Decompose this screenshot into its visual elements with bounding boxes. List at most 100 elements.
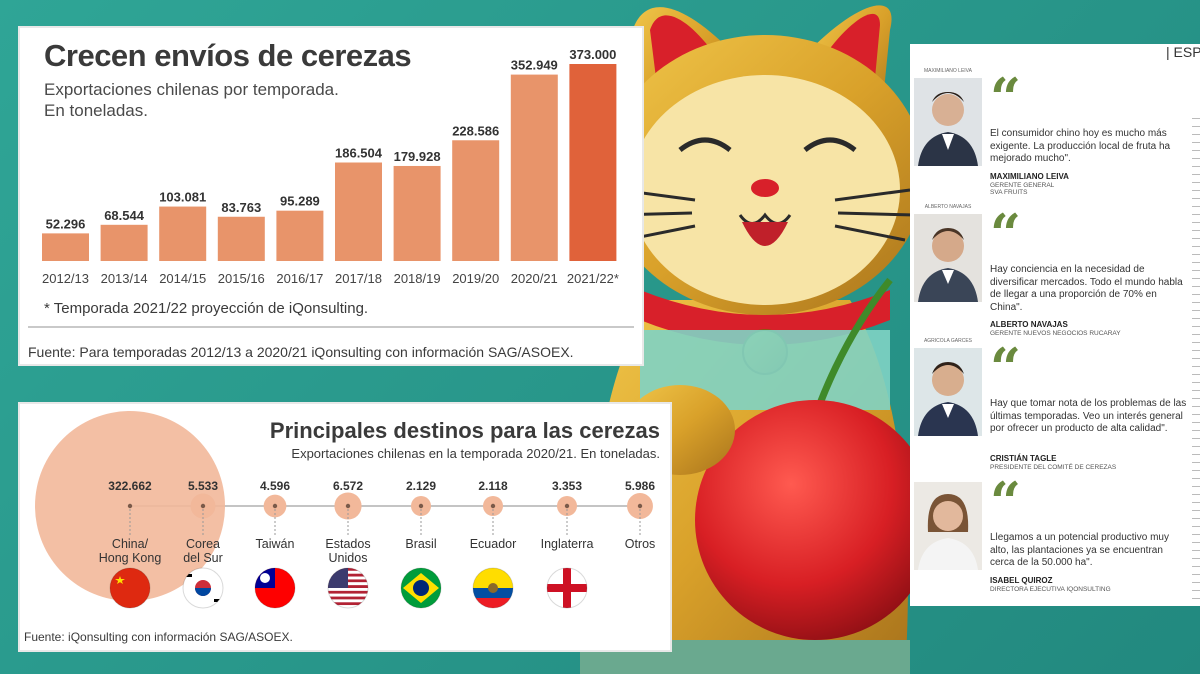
england-flag-icon [547, 568, 587, 608]
x-tick-label: 2019/20 [452, 271, 499, 286]
bar [452, 140, 500, 261]
quote-text: Hay que tomar nota de los problemas de l… [990, 398, 1187, 434]
flag-outline [327, 567, 369, 609]
adjacent-column-text [1192, 118, 1200, 606]
person-name: ISABEL QUIROZ [990, 576, 1053, 585]
destination-marker [272, 503, 278, 509]
destination-value: 2.129 [406, 479, 436, 493]
photo-credit: MAXIMILIANO LEIVA [924, 68, 972, 74]
destination-label: Brasil [405, 537, 436, 551]
ecuador-flag-icon [473, 568, 513, 608]
destination-label: China/ [112, 537, 149, 551]
bar [276, 210, 324, 261]
destination-label: Corea [186, 537, 220, 551]
x-tick-label: 2012/13 [42, 271, 89, 286]
bar [100, 224, 148, 261]
destination-marker [127, 503, 133, 509]
bar-value-label: 83.763 [221, 200, 261, 215]
x-tick-label: 2020/21 [511, 271, 558, 286]
flag-outline [400, 567, 442, 609]
destination-marker [564, 503, 570, 509]
bar-value-label: 373.000 [569, 47, 616, 62]
chart-unit: En toneladas. [44, 101, 148, 120]
destination-value: 322.662 [108, 479, 152, 493]
bar-chart-svg: 52.296 2012/13 68.544 2013/14 103.081 2014/15… [42, 47, 619, 286]
destination-label: Taiwán [256, 537, 295, 551]
x-tick-label: 2015/16 [218, 271, 265, 286]
destination-marker [345, 503, 351, 509]
destination-label: Inglaterra [541, 537, 594, 551]
bar [393, 165, 441, 261]
bar [569, 64, 617, 261]
portrait-photo [914, 348, 982, 436]
destination-value: 5.986 [625, 479, 655, 493]
bar [159, 206, 207, 261]
destinations-subtitle: Exportaciones chilenas en la temporada 2… [291, 446, 660, 461]
quote-mark-icon: “ [990, 470, 1022, 534]
destination-label: Ecuador [470, 537, 517, 551]
portrait-photo [914, 482, 982, 570]
person-company: SVA FRUITS [990, 189, 1028, 196]
destination-label: Otros [625, 537, 656, 551]
photo-credit: ALBERTO NAVAJAS [924, 204, 972, 210]
person-role: GERENTE GENERAL [990, 182, 1055, 189]
person-role: DIRECTORA EJECUTIVA IQONSULTING [990, 586, 1111, 593]
bar [217, 216, 265, 261]
divider [28, 326, 634, 328]
lucky-cat-illustration [580, 5, 930, 674]
x-tick-label: 2016/17 [276, 271, 323, 286]
bar-value-label: 52.296 [46, 216, 86, 231]
destination-label: Hong Kong [99, 551, 162, 565]
bar-value-label: 68.544 [104, 208, 145, 223]
quote-card: “ Llegamos a un potencial productivo muy… [910, 448, 1200, 593]
china-flag-icon [110, 568, 150, 608]
section-header: | ESP [1166, 44, 1200, 60]
quote-text: El consumidor chino hoy es mucho más exi… [990, 128, 1171, 164]
exports-bar-chart-panel: Crecen envíos de cerezas Exportaciones c… [20, 28, 642, 364]
x-tick-label: 2017/18 [335, 271, 382, 286]
destination-label: Unidos [329, 551, 368, 565]
quote-text: Llegamos a un potencial productivo muy a… [990, 532, 1169, 568]
destination-value: 5.533 [188, 479, 218, 493]
destination-marker [200, 503, 206, 509]
quote-text: Hay conciencia en la necesidad de divers… [990, 264, 1183, 313]
taiwan-flag-icon [255, 568, 295, 608]
bar-value-label: 228.586 [452, 123, 499, 138]
person-name: CRISTIÁN TAGLE [990, 454, 1057, 463]
quote-card: ALBERTO NAVAJAS “ Hay conciencia en la n… [910, 180, 1200, 337]
bar-value-label: 95.289 [280, 194, 320, 209]
bar-value-label: 352.949 [511, 58, 558, 73]
x-tick-label: 2013/14 [101, 271, 148, 286]
south-korea-flag-icon [183, 568, 223, 608]
destination-value: 4.596 [260, 479, 290, 493]
flag-outline [182, 567, 224, 609]
destination-value: 6.572 [333, 479, 363, 493]
usa-flag-icon [328, 568, 368, 608]
portrait-photo [914, 78, 982, 166]
destination-value: 2.118 [478, 479, 508, 493]
portrait-photo [914, 214, 982, 302]
destination-marker [490, 503, 496, 509]
x-tick-label: 2014/15 [159, 271, 206, 286]
destinations-chart-panel: 322.662 China/Hong Kong 5.533 Corea del Sur 4… [20, 404, 670, 650]
chart-footnote: * Temporada 2021/22 proyección de iQonsu… [44, 300, 369, 317]
bar-value-label: 103.081 [159, 190, 206, 205]
chart-subtitle: Exportaciones chilenas por temporada. [44, 80, 339, 99]
person-role: PRESIDENTE DEL COMITÉ DE CEREZAS [990, 464, 1117, 471]
bar-value-label: 186.504 [335, 145, 383, 160]
chart-source: Fuente: Para temporadas 2012/13 a 2020/2… [28, 344, 574, 360]
person-name: ALBERTO NAVAJAS [990, 320, 1068, 329]
quote-mark-icon: “ [990, 66, 1022, 130]
destinations-source: Fuente: iQonsulting con información SAG/… [24, 630, 293, 644]
destination-value: 3.353 [552, 479, 582, 493]
bar-value-label: 179.928 [394, 149, 441, 164]
quotes-panel: | ESP MAXIMILIANO LEIVA “ El consumidor … [910, 44, 1200, 606]
flag-outline [109, 567, 151, 609]
x-tick-label: 2018/19 [394, 271, 441, 286]
flag-outline [546, 567, 588, 609]
quote-mark-icon: “ [990, 202, 1022, 266]
quote-card: MAXIMILIANO LEIVA “ El consumidor chino … [910, 44, 1200, 196]
destination-marker [637, 503, 643, 509]
x-tick-label: 2021/22* [567, 271, 619, 286]
